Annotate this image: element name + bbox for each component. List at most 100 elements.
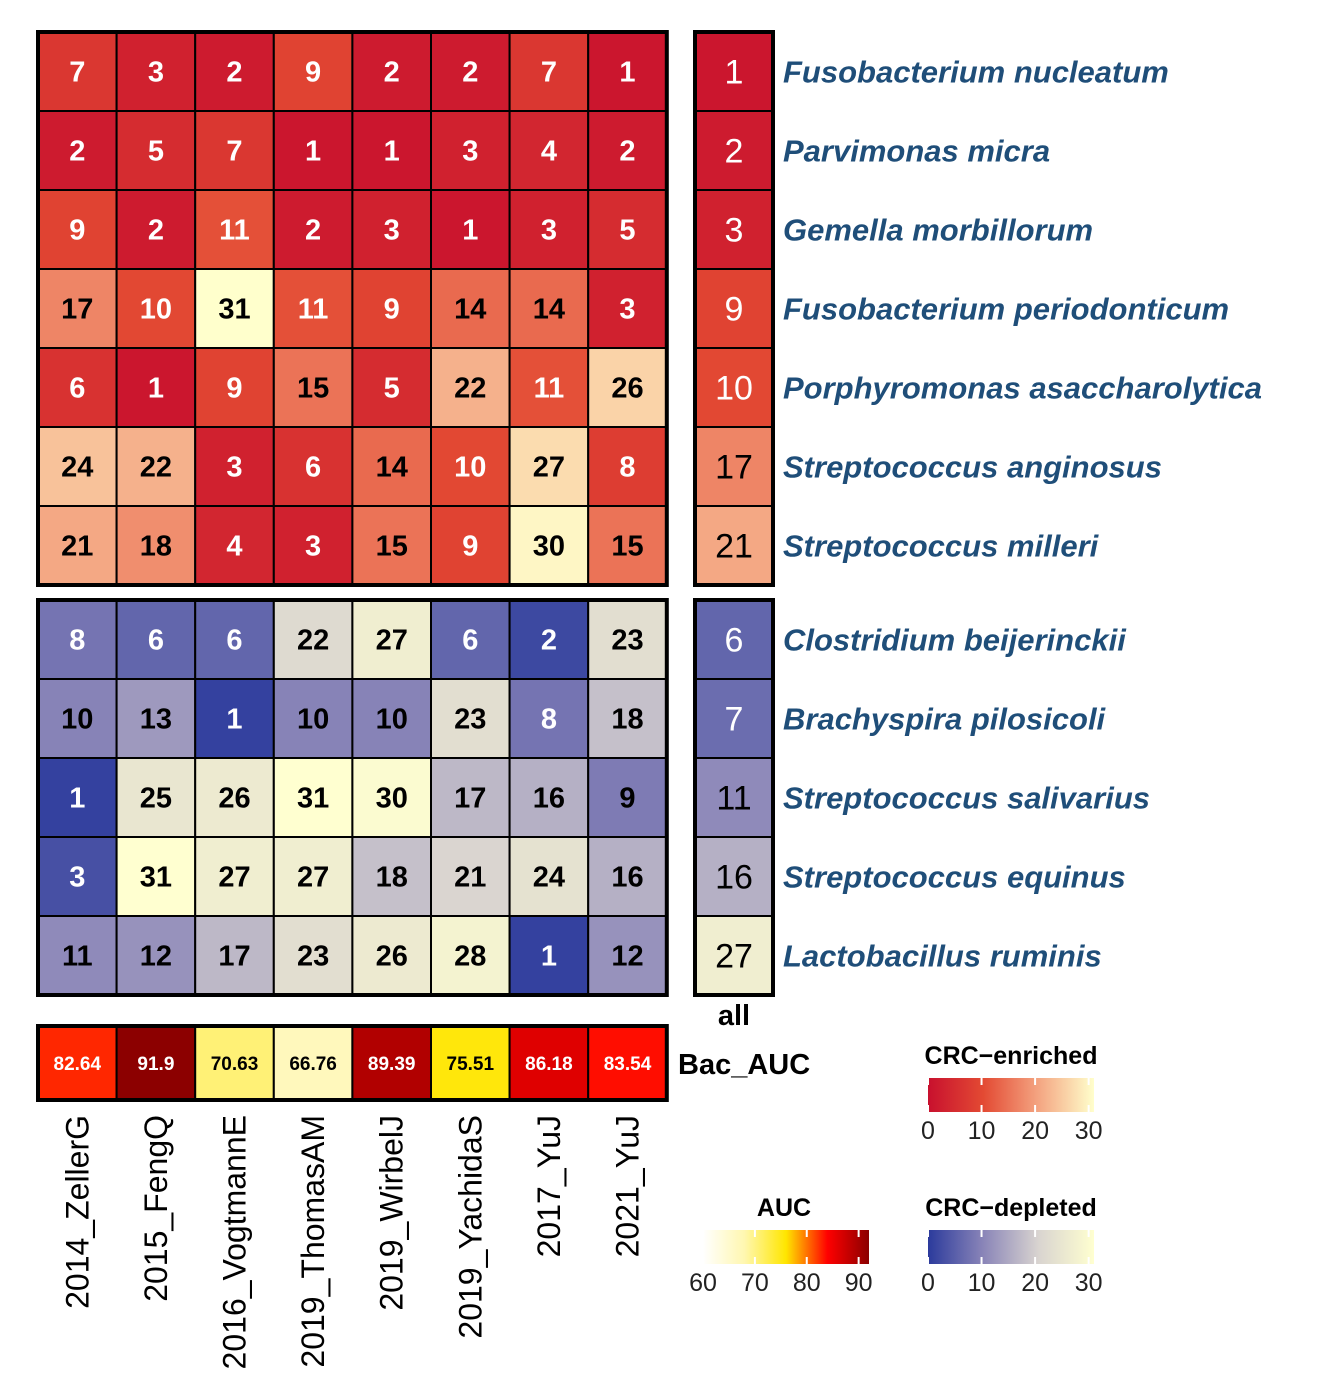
enriched-all-label: 1 <box>725 54 744 92</box>
enriched-cell <box>430 426 511 507</box>
enriched-cell <box>115 31 197 112</box>
depleted-cell-label: 10 <box>297 704 329 736</box>
species-label: Parvimonas micra <box>783 134 1050 169</box>
species-label: Clostridium beijerinckii <box>783 623 1127 658</box>
enriched-cell-label: 22 <box>140 452 172 484</box>
enriched-cell-label: 4 <box>541 136 557 168</box>
depleted-cell-label: 1 <box>226 704 242 736</box>
enriched-legend-tick-label: 30 <box>1075 1117 1103 1145</box>
depleted-cell-label: 1 <box>69 783 85 815</box>
enriched-all-label: 10 <box>715 370 753 408</box>
depleted-legend-tick-label: 10 <box>968 1269 996 1297</box>
depleted-cell-label: 21 <box>454 862 486 894</box>
species-label: Porphyromonas asaccharolytica <box>783 371 1262 406</box>
depleted-cell-label: 6 <box>148 625 164 657</box>
auc-cell-label: 82.64 <box>54 1054 102 1075</box>
enriched-cell-label: 27 <box>533 452 565 484</box>
enriched-cell <box>272 268 354 349</box>
column-label: 2017_YuJ <box>531 1115 567 1257</box>
depleted-cell <box>194 678 275 759</box>
depleted-border <box>36 598 669 997</box>
species-label: Streptococcus anginosus <box>783 450 1162 485</box>
enriched-cell-label: 18 <box>140 531 172 563</box>
depleted-legend-tick-label: 0 <box>921 1269 935 1297</box>
enriched-cell-label: 14 <box>533 294 565 326</box>
depleted-cell-label: 10 <box>376 704 408 736</box>
enriched-cell-label: 30 <box>533 531 565 563</box>
enriched-cell-label: 7 <box>226 136 242 168</box>
enriched-cell-label: 3 <box>619 294 635 326</box>
enriched-cell <box>430 347 511 428</box>
depleted-cell-label: 16 <box>611 862 643 894</box>
auc-cell <box>194 1025 275 1101</box>
depleted-cell-label: 23 <box>454 704 486 736</box>
depleted-legend-bar <box>928 1230 1094 1264</box>
enriched-legend-title: CRC−enriched <box>925 1042 1098 1070</box>
species-label: Brachyspira pilosicoli <box>783 702 1107 737</box>
enriched-cell <box>115 268 197 349</box>
enriched-cell-label: 5 <box>384 373 400 405</box>
depleted-cell-label: 18 <box>376 862 408 894</box>
depleted-cell <box>351 599 432 680</box>
enriched-cell-label: 15 <box>376 531 408 563</box>
depleted-cell <box>430 678 511 759</box>
auc-cell-label: 91.9 <box>137 1054 174 1075</box>
depleted-cell-label: 17 <box>218 941 250 973</box>
depleted-cell-label: 12 <box>140 941 172 973</box>
enriched-cell-label: 8 <box>619 452 635 484</box>
auc-legend-tick-label: 60 <box>689 1269 717 1297</box>
depleted-all-label: 27 <box>715 938 753 976</box>
enriched-cell-label: 2 <box>305 215 321 247</box>
enriched-cell-label: 21 <box>61 531 93 563</box>
enriched-cell-label: 9 <box>226 373 242 405</box>
auc-legend-title: AUC <box>757 1194 811 1222</box>
depleted-cell-label: 24 <box>533 862 565 894</box>
enriched-cell <box>37 347 118 428</box>
species-label: Gemella morbillorum <box>783 213 1093 248</box>
enriched-cell-label: 3 <box>226 452 242 484</box>
depleted-cell-label: 25 <box>140 783 172 815</box>
enriched-cell-label: 5 <box>619 215 635 247</box>
enriched-all-label: 2 <box>725 133 744 171</box>
depleted-cell-label: 23 <box>297 941 329 973</box>
enriched-cell-label: 14 <box>376 452 408 484</box>
enriched-cell-label: 17 <box>61 294 93 326</box>
enriched-cell-label: 3 <box>148 57 164 89</box>
depleted-cell-label: 10 <box>61 704 93 736</box>
auc-legend-tick-label: 70 <box>741 1269 769 1297</box>
depleted-legend-tick-label: 30 <box>1075 1269 1103 1297</box>
enriched-cell-label: 10 <box>140 294 172 326</box>
enriched-cell <box>37 268 118 349</box>
enriched-cell-label: 1 <box>619 57 635 89</box>
enriched-cell-label: 3 <box>462 136 478 168</box>
depleted-cell-label: 23 <box>611 625 643 657</box>
depleted-legend-tick-label: 20 <box>1021 1269 1049 1297</box>
depleted-cell-label: 13 <box>140 704 172 736</box>
auc-legend: AUC 60 70 80 90 <box>689 1194 872 1297</box>
enriched-cell <box>272 347 354 428</box>
depleted-cell-label: 6 <box>462 625 478 657</box>
column-label: 2019_YachidaS <box>452 1115 488 1339</box>
depleted-cell-label: 31 <box>297 783 329 815</box>
depleted-cell-label: 11 <box>62 941 93 973</box>
enriched-cell-label: 3 <box>541 215 557 247</box>
enriched-cell <box>194 189 275 270</box>
enriched-cell-label: 2 <box>69 136 85 168</box>
enriched-all-cell <box>694 426 774 507</box>
enriched-cell <box>430 31 511 112</box>
species-label: Fusobacterium nucleatum <box>783 55 1169 90</box>
depleted-legend: CRC−depleted 0 10 20 30 <box>921 1194 1103 1297</box>
column-label: 2019_ThomasAM <box>295 1115 331 1368</box>
enriched-legend-tick-label: 10 <box>968 1117 996 1145</box>
depleted-cell <box>587 678 668 759</box>
enriched-cell-label: 26 <box>611 373 643 405</box>
species-label: Lactobacillus ruminis <box>783 939 1102 974</box>
depleted-cell <box>351 836 432 917</box>
enriched-cell-label: 5 <box>148 136 164 168</box>
depleted-cell <box>508 678 590 759</box>
enriched-legend-bar <box>928 1078 1094 1112</box>
depleted-all-border <box>693 598 775 997</box>
enriched-cell-label: 11 <box>534 373 565 405</box>
depleted-cell-label: 30 <box>376 783 408 815</box>
